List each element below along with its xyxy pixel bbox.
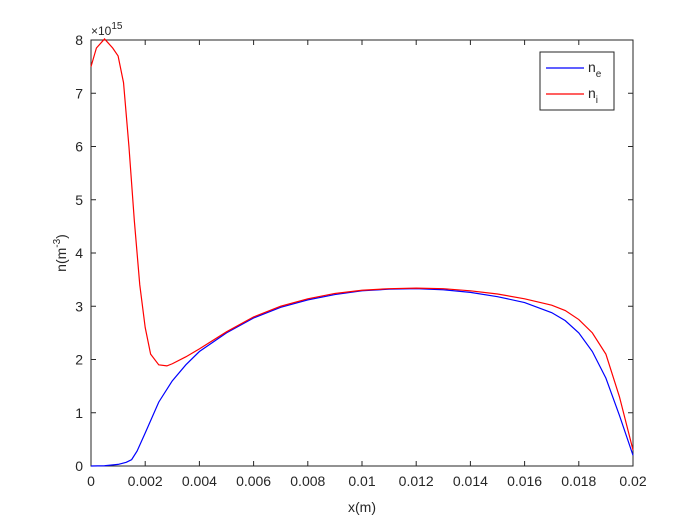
y-tick-label: 0 bbox=[75, 458, 83, 474]
x-tick-label: 0.014 bbox=[453, 473, 488, 489]
x-tick-label: 0.002 bbox=[128, 473, 163, 489]
legend-name: n bbox=[588, 85, 596, 101]
y-axis-label: n(m-3) bbox=[52, 234, 69, 272]
y-tick-label: 7 bbox=[75, 85, 83, 101]
y-tick-label: 2 bbox=[75, 352, 83, 368]
y-tick-label: 8 bbox=[75, 32, 83, 48]
x-tick-label: 0.012 bbox=[399, 473, 434, 489]
legend-subscript: e bbox=[596, 69, 602, 80]
legend-subscript: i bbox=[596, 95, 598, 106]
x-tick-label: 0.018 bbox=[561, 473, 596, 489]
series-line bbox=[90, 38, 634, 451]
x-tick-label: 0.008 bbox=[290, 473, 325, 489]
y-label-sup: -3 bbox=[52, 238, 63, 247]
axes-box bbox=[90, 39, 634, 467]
y-tick-label: 6 bbox=[75, 139, 83, 155]
y-tick-label: 5 bbox=[75, 192, 83, 208]
x-tick-label: 0.01 bbox=[348, 473, 375, 489]
legend-label: ne bbox=[588, 59, 602, 80]
legend-name: n bbox=[588, 59, 596, 75]
y-multiplier: ×1015 bbox=[91, 21, 123, 38]
x-axis-label: x(m) bbox=[348, 499, 376, 515]
y-tick-label: 1 bbox=[75, 405, 83, 421]
multiplier-base: ×10 bbox=[91, 24, 112, 38]
y-tick-label: 3 bbox=[75, 298, 83, 314]
x-tick-label: 0.006 bbox=[236, 473, 271, 489]
x-tick-label: 0.016 bbox=[507, 473, 542, 489]
y-label-end: ) bbox=[53, 234, 69, 239]
y-tick-label: 4 bbox=[75, 245, 83, 261]
legend-box bbox=[539, 51, 615, 111]
series-line bbox=[90, 288, 634, 467]
y-label-base: n(m bbox=[53, 248, 69, 272]
multiplier-exp: 15 bbox=[111, 21, 123, 32]
x-tick-label: 0 bbox=[87, 473, 95, 489]
legend-label: ni bbox=[588, 85, 598, 106]
x-tick-label: 0.02 bbox=[619, 473, 646, 489]
x-tick-label: 0.004 bbox=[182, 473, 217, 489]
